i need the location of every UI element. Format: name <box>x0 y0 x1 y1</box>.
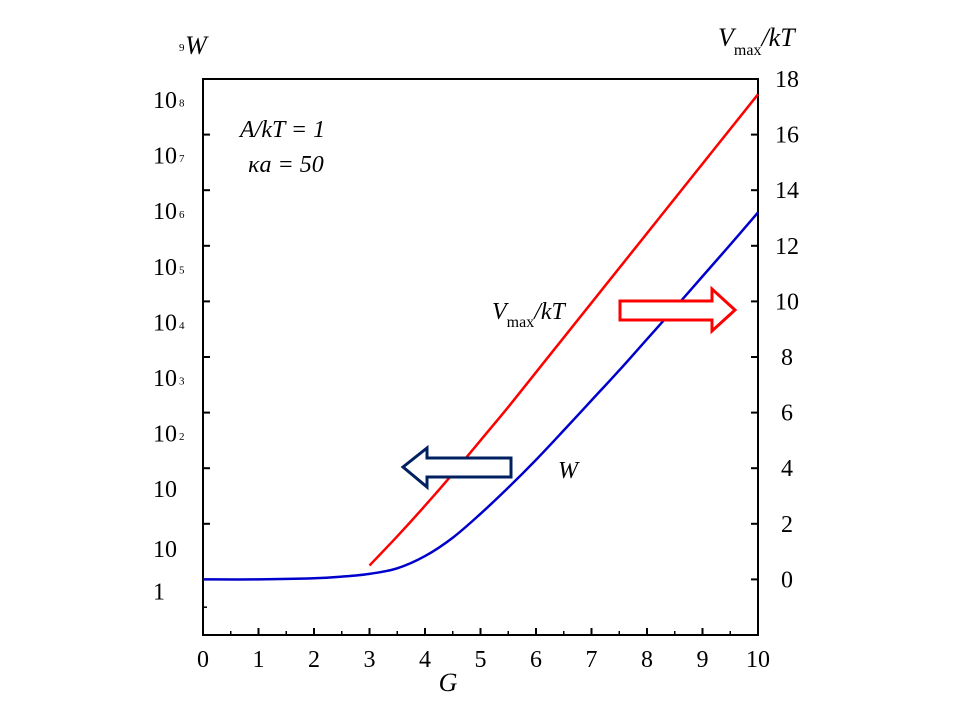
left-y-tick-exponent: 2 <box>179 431 185 443</box>
x-axis-ticks: 0 1 2 3 4 5 6 7 8 9 10 <box>197 628 770 673</box>
series-w-line <box>202 211 759 581</box>
left-y-tick-label: 10 <box>153 255 177 281</box>
right-arrow <box>618 285 738 335</box>
right-y-axis-ticks: 0 2 4 6 8 10 12 14 16 18 <box>751 67 799 593</box>
right-y-tick-label: 12 <box>775 234 799 260</box>
x-axis-label: G <box>439 668 458 697</box>
x-tick-label: 5 <box>475 647 487 673</box>
x-tick-label: 0 <box>197 647 209 673</box>
left-y-tick-label: 10 <box>153 477 177 503</box>
left-y-tick-label: 10 <box>153 199 177 225</box>
x-tick-label: 7 <box>586 647 598 673</box>
left-y-tick-label: 10 <box>153 310 177 336</box>
right-y-tick-label: 0 <box>781 567 793 593</box>
right-y-tick-label: 4 <box>781 456 793 482</box>
left-y-tick-exponent: 3 <box>179 376 185 388</box>
x-tick-label: 2 <box>308 647 320 673</box>
x-tick-label: 4 <box>419 647 431 673</box>
left-y-tick-exponent: 4 <box>179 320 185 332</box>
left-y-tick-exponent: 6 <box>179 209 185 221</box>
x-tick-label: 6 <box>530 647 542 673</box>
left-y-tick-exponent: 7 <box>179 153 185 165</box>
w-curve-label: W <box>558 458 580 484</box>
right-y-tick-label: 8 <box>781 345 793 371</box>
left-y-tick-exponent: 5 <box>179 264 185 276</box>
right-y-tick-label: 14 <box>775 178 799 204</box>
x-tick-label: 10 <box>746 647 770 673</box>
right-y-axis-label: Vmax/kT <box>718 23 796 59</box>
left-y-tick-label: 10 <box>153 144 177 170</box>
x-tick-label: 8 <box>641 647 653 673</box>
right-y-tick-label: 6 <box>781 401 793 427</box>
left-arrow <box>400 444 513 491</box>
series-vmax-line <box>368 93 759 567</box>
right-y-tick-label: 10 <box>775 289 799 315</box>
annotation-akt: A/kT = 1 <box>238 117 325 143</box>
x-tick-label: 3 <box>364 647 376 673</box>
x-tick-label: 9 <box>697 647 709 673</box>
right-y-tick-label: 18 <box>775 67 799 93</box>
left-y-tick-label: 10 <box>153 422 177 448</box>
right-y-tick-label: 16 <box>775 123 799 149</box>
x-tick-label: 1 <box>253 647 265 673</box>
left-y-tick-label: 10 <box>153 88 177 114</box>
left-y-tick-label: 10 <box>153 366 177 392</box>
right-y-tick-label: 2 <box>781 512 793 538</box>
left-y-tick-exponent: 9 <box>179 42 185 54</box>
left-y-tick-label: 1 <box>153 579 165 605</box>
vmax-curve-label: Vmax/kT <box>492 299 567 331</box>
annotation-kappa-a: κa = 50 <box>248 152 324 178</box>
left-y-axis-label: W <box>185 31 209 60</box>
left-y-tick-exponent: 8 <box>179 98 185 110</box>
left-y-tick-label: 10 <box>153 537 177 563</box>
